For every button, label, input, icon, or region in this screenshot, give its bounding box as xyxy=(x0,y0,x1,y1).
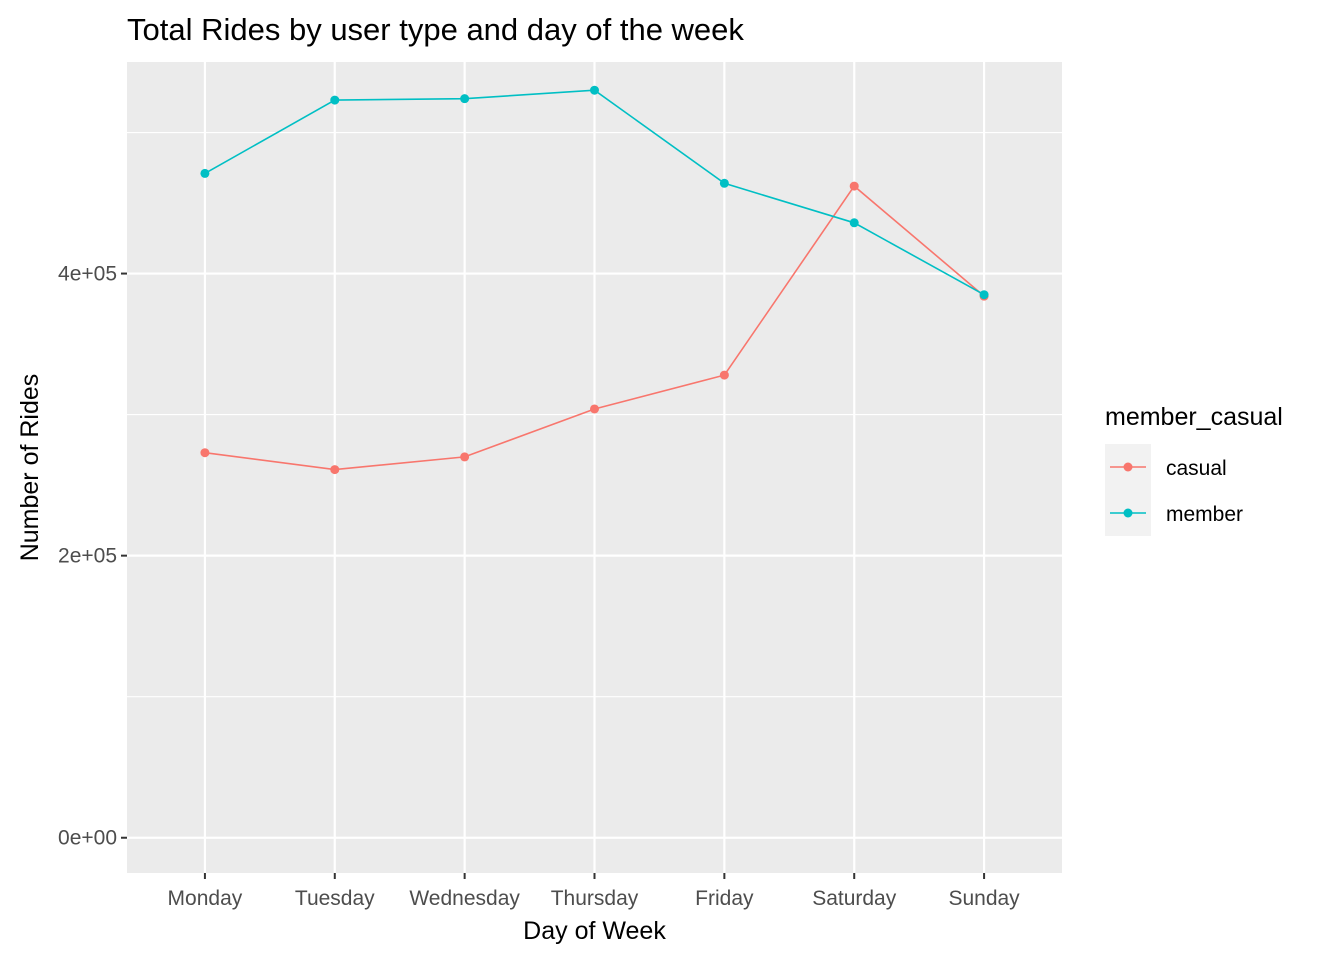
x-tick-label: Sunday xyxy=(948,887,1020,910)
series-points xyxy=(200,85,989,475)
legend-key-point xyxy=(1123,462,1133,472)
y-tick-label: 2e+05 xyxy=(58,545,117,568)
legend: member_casual casual member xyxy=(1105,403,1283,536)
data-point-casual xyxy=(719,370,729,380)
legend-key-background xyxy=(1105,444,1151,536)
data-point-member xyxy=(979,290,989,300)
x-tick-label: Saturday xyxy=(812,887,897,910)
x-tick-label: Monday xyxy=(168,887,243,910)
x-tick-label: Wednesday xyxy=(409,887,520,910)
y-axis-title: Number of Rides xyxy=(16,374,44,562)
data-point-casual xyxy=(849,181,859,191)
data-point-member xyxy=(719,178,729,188)
major-gridlines xyxy=(127,62,1062,873)
legend-key-point xyxy=(1123,508,1133,518)
x-tick-label: Friday xyxy=(695,887,754,910)
y-axis: 0e+00 2e+05 4e+05 xyxy=(58,263,127,850)
y-tick-label: 0e+00 xyxy=(58,827,117,850)
data-point-casual xyxy=(330,465,340,475)
x-axis-title: Day of Week xyxy=(523,917,666,945)
legend-label-casual: casual xyxy=(1166,457,1227,480)
y-tick-label: 4e+05 xyxy=(58,263,117,286)
data-point-member xyxy=(460,94,470,104)
data-point-member xyxy=(330,95,340,105)
data-point-member xyxy=(849,218,859,228)
data-point-member xyxy=(590,85,599,95)
data-point-member xyxy=(200,168,210,178)
x-tick-label: Tuesday xyxy=(295,887,375,910)
data-point-casual xyxy=(590,404,599,414)
x-axis: Monday Tuesday Wednesday Thursday Friday Satu… xyxy=(168,873,1020,910)
legend-title: member_casual xyxy=(1105,403,1283,431)
legend-label-member: member xyxy=(1166,503,1243,526)
chart-title: Total Rides by user type and day of the … xyxy=(127,12,744,47)
data-point-casual xyxy=(200,448,210,458)
x-tick-label: Thursday xyxy=(551,887,639,910)
data-point-casual xyxy=(460,452,470,462)
